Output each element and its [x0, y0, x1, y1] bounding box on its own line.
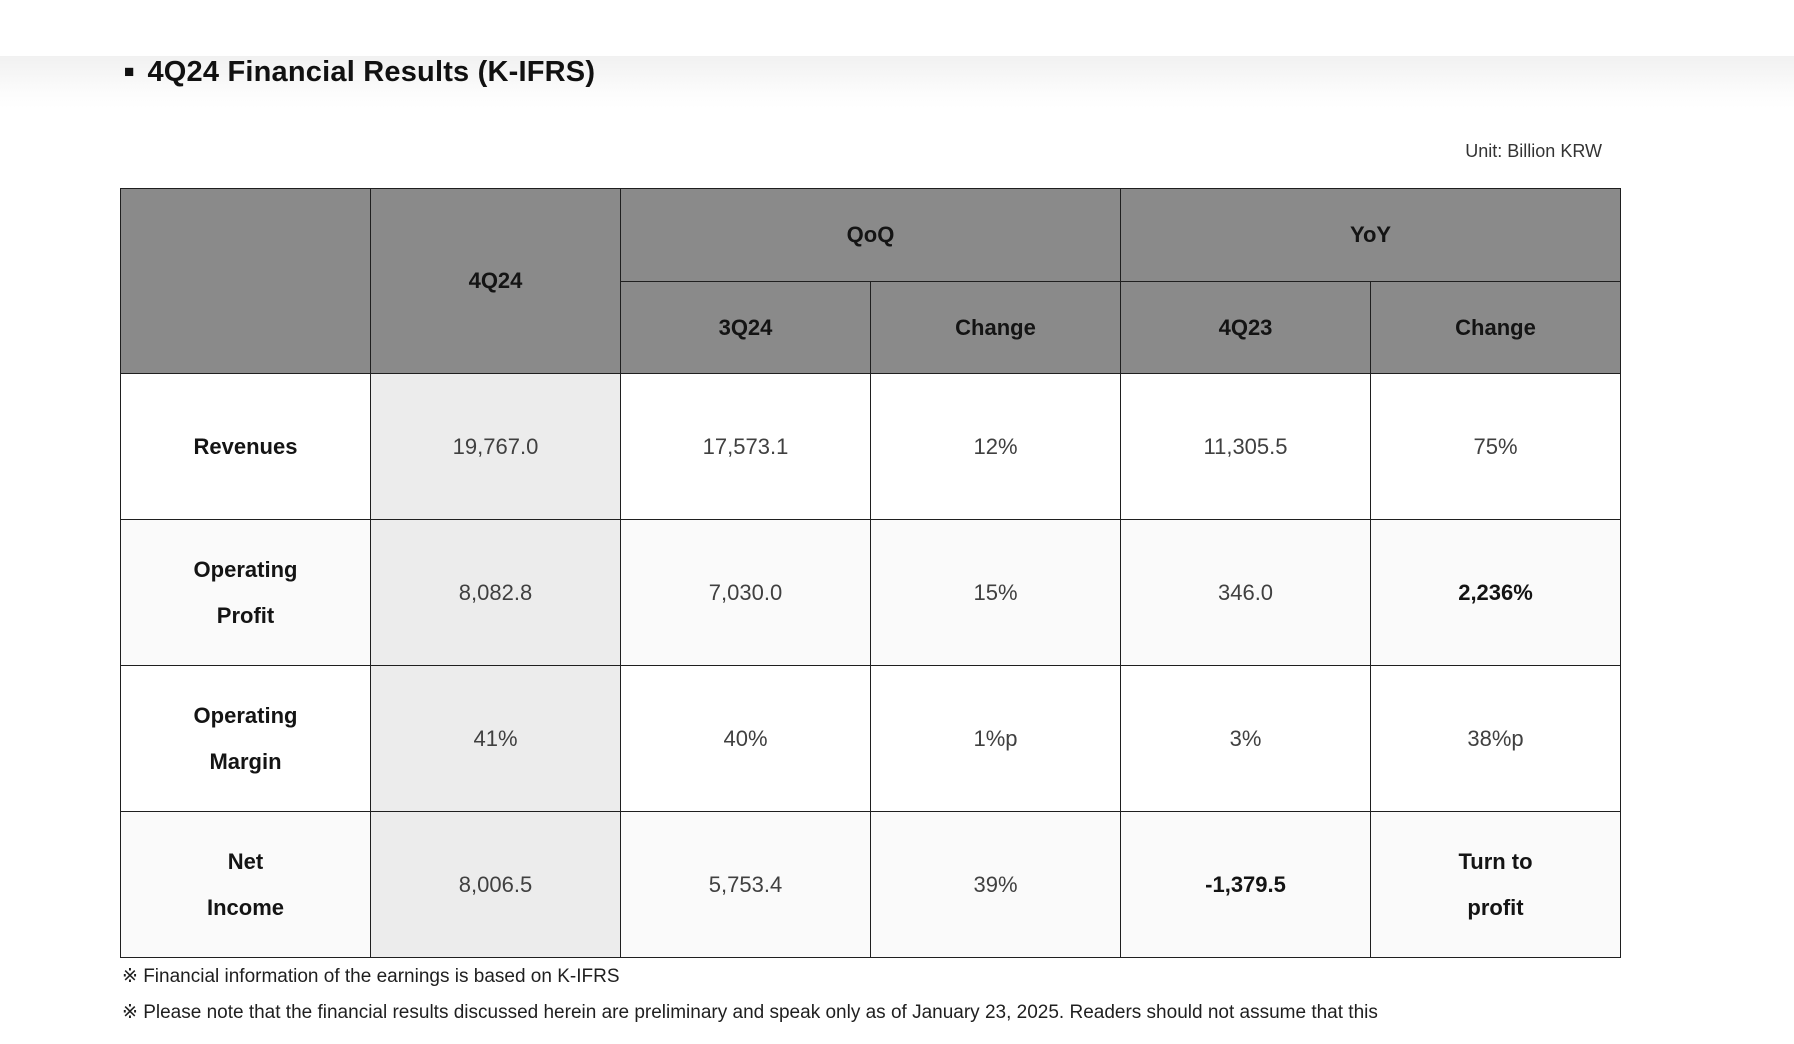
- value-line: 38%p: [1467, 725, 1524, 751]
- row-label-line: Income: [206, 894, 285, 920]
- revenues-qoq-change: 12%: [869, 373, 1122, 520]
- value-line: profit: [1467, 894, 1524, 920]
- operating-profit-3q24-value: 7,030.0: [620, 519, 871, 666]
- header-corner-cell: [120, 188, 371, 374]
- operating-profit-4q23-value: 346.0: [1120, 519, 1372, 666]
- header-row-groups: 4Q24 QoQ YoY: [120, 188, 1622, 374]
- net-income-4q23-value: -1,379.5: [1120, 811, 1372, 958]
- header-4q23: 4Q23: [1120, 281, 1372, 374]
- header-row-sub: 3Q24 Change 4Q23 Change: [121, 281, 1622, 374]
- page-content: ■ 4Q24 Financial Results (K-IFRS) Unit: B…: [120, 56, 1622, 1024]
- row-label-line: Net: [227, 849, 264, 875]
- header-qoq-group: QoQ: [619, 188, 1122, 282]
- table-row-operating-profit: Operating Profit 8,082.8 7,030.0 15% 346.…: [120, 519, 1622, 666]
- revenues-3q24-value: 17,573.1: [620, 373, 871, 520]
- row-label-net-income: Net Income: [120, 811, 371, 958]
- footnote-preliminary: ※ Please note that the financial results…: [122, 1001, 1378, 1023]
- footnotes: ※ Financial information of the earnings …: [122, 966, 1620, 1024]
- row-label-line: Operating: [193, 703, 298, 729]
- revenues-4q23-value: 11,305.5: [1120, 373, 1372, 520]
- value-line: 2,236%: [1458, 579, 1533, 605]
- revenues-4q24-value: 19,767.0: [370, 373, 621, 520]
- operating-profit-4q24-value: 8,082.8: [370, 519, 621, 666]
- table-row-operating-margin: Operating Margin 41% 40% 1%p 3% 38%p: [120, 665, 1622, 812]
- row-label-line: Margin: [209, 748, 282, 774]
- financial-results-table: 4Q24 QoQ YoY 3Q24 Change 4Q23 Change Rev…: [120, 188, 1622, 958]
- header-yoy-group: YoY: [1120, 188, 1622, 282]
- page-title: ■ 4Q24 Financial Results (K-IFRS): [124, 56, 1620, 89]
- operating-margin-qoq-change: 1%p: [869, 665, 1122, 812]
- table-row-net-income: Net Income 8,006.5 5,753.4 39% -1,379.5 T…: [120, 811, 1622, 958]
- page-title-text: 4Q24 Financial Results (K-IFRS): [147, 56, 596, 88]
- net-income-4q24-value: 8,006.5: [370, 811, 621, 958]
- value-line: Turn to: [1458, 849, 1533, 875]
- unit-label: Unit: Billion KRW: [1465, 141, 1602, 161]
- header-qoq-change: Change: [869, 281, 1122, 374]
- header-3q24: 3Q24: [620, 281, 871, 374]
- row-label-operating-margin: Operating Margin: [120, 665, 371, 812]
- net-income-yoy-change: Turn to profit: [1370, 811, 1622, 958]
- value-line: 75%: [1473, 433, 1518, 459]
- operating-margin-yoy-change: 38%p: [1370, 665, 1622, 812]
- operating-margin-4q24-value: 41%: [370, 665, 621, 812]
- table-row-revenues: Revenues 19,767.0 17,573.1 12% 11,305.5 …: [120, 373, 1622, 520]
- revenues-yoy-change: 75%: [1370, 373, 1622, 520]
- row-label-line: Operating: [193, 557, 298, 583]
- header-4q24: 4Q24: [370, 188, 621, 374]
- net-income-3q24-value: 5,753.4: [620, 811, 871, 958]
- row-label-line: Profit: [216, 602, 275, 628]
- operating-profit-yoy-change: 2,236%: [1370, 519, 1622, 666]
- row-label-revenues: Revenues: [120, 373, 371, 520]
- operating-margin-4q23-value: 3%: [1120, 665, 1372, 812]
- net-income-qoq-change: 39%: [869, 811, 1122, 958]
- footnote-kifrs: ※ Financial information of the earnings …: [122, 966, 620, 987]
- operating-margin-3q24-value: 40%: [620, 665, 871, 812]
- operating-profit-qoq-change: 15%: [869, 519, 1122, 666]
- row-label-line: Revenues: [193, 433, 298, 459]
- title-bullet-square-icon: ■: [124, 62, 135, 81]
- header-yoy-change: Change: [1370, 281, 1622, 374]
- row-label-operating-profit: Operating Profit: [120, 519, 371, 666]
